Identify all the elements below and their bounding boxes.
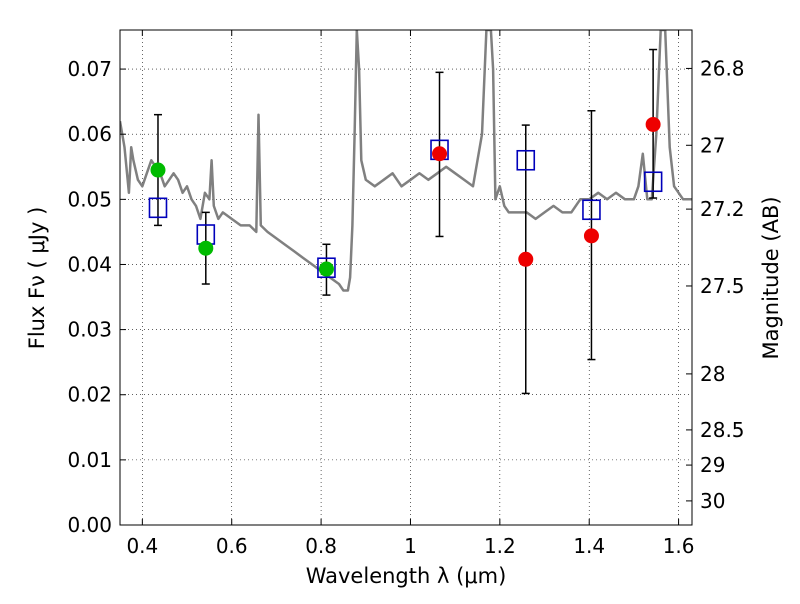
right-tick-label: 28.5: [700, 418, 745, 442]
model-square-point: [148, 197, 168, 219]
errorbar-layer: [153, 48, 658, 395]
right-tick-label: 27: [700, 133, 725, 157]
y-tick-label: 0.00: [67, 513, 112, 537]
x-tick-label: 1.6: [663, 534, 695, 558]
red-photometry-point: [432, 146, 448, 162]
green-photometry-point: [318, 261, 334, 277]
x-axis-label: Wavelength λ (μm): [306, 564, 507, 588]
right-tick-label: 29: [700, 453, 725, 477]
right-tick-label: 27.2: [700, 197, 745, 221]
right-axis-label: Magnitude (AB): [759, 196, 783, 359]
model-square-point: [317, 257, 336, 279]
y-tick-label: 0.07: [67, 57, 112, 81]
x-tick-label: 0.8: [305, 534, 337, 558]
x-tick-label: 0.4: [126, 534, 158, 558]
spectrum-layer: [120, 30, 692, 292]
red-photometry-point: [518, 251, 534, 267]
plot-frame: [119, 29, 693, 526]
y-tick-label: 0.01: [67, 448, 112, 472]
right-axis-ticks: 26.8 27 27.2 27.5 28 28.5 29 30: [686, 56, 745, 513]
spectrum-line: [120, 30, 692, 292]
y-tick-label: 0.03: [67, 318, 112, 342]
y-tick-label: 0.05: [67, 187, 112, 211]
right-tick-label: 27.5: [700, 274, 745, 298]
x-tick-label: 1.2: [484, 534, 516, 558]
x-tick-label: 1: [404, 534, 417, 558]
model-square-point: [516, 149, 536, 171]
green-photometry-point: [198, 240, 214, 256]
y-tick-label: 0.02: [67, 383, 112, 407]
right-tick-label: 26.8: [700, 56, 745, 80]
x-axis-ticks: 0.4 0.6 0.8 1 1.2 1.4 1.6: [126, 30, 695, 558]
green-photometry-point: [150, 162, 166, 178]
marker-layer: [148, 116, 663, 279]
y-axis-label: Flux Fν ( μJy ): [25, 207, 49, 350]
red-photometry-point: [583, 228, 599, 244]
model-square-point: [643, 171, 663, 193]
y-tick-label: 0.06: [67, 122, 112, 146]
y-tick-label: 0.04: [67, 252, 112, 276]
model-square-point: [582, 199, 601, 221]
x-tick-label: 1.4: [573, 534, 605, 558]
x-tick-label: 0.6: [216, 534, 248, 558]
right-tick-label: 28: [700, 362, 725, 386]
y-axis-ticks: 0.00 0.01 0.02 0.03 0.04 0.05 0.06 0.07: [67, 57, 126, 537]
red-photometry-point: [645, 116, 661, 132]
right-tick-label: 30: [700, 489, 725, 513]
